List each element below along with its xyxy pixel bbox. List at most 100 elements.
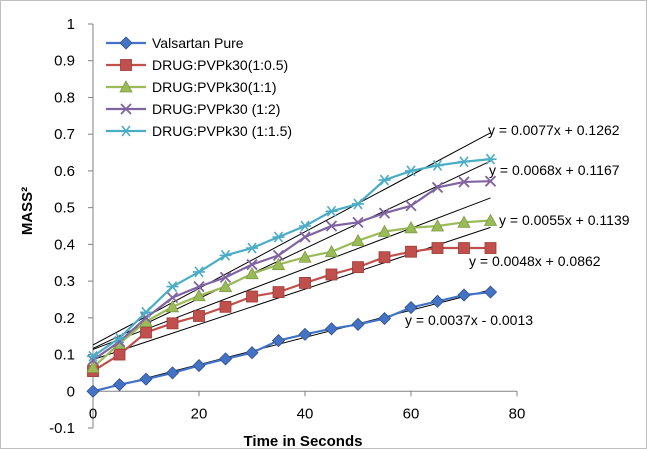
y-tick-label: 0.6 xyxy=(54,163,75,180)
x-tick-label: 0 xyxy=(89,405,97,422)
data-point xyxy=(351,317,365,331)
y-tick-label: 0.2 xyxy=(54,310,75,327)
data-point xyxy=(272,286,285,299)
legend-item: DRUG:PVPk30(1:0.5) xyxy=(106,57,288,73)
y-tick-label: 0.9 xyxy=(54,53,75,70)
data-point xyxy=(404,221,418,234)
data-point xyxy=(140,326,152,339)
data-point xyxy=(192,288,206,302)
data-point xyxy=(324,322,339,336)
data-point xyxy=(457,288,471,302)
legend: Valsartan Pure DRUG:PVPk30(1:0.5) DRUG:PVP… xyxy=(106,35,292,139)
legend-item: DRUG:PVPk30 (1:1.5) xyxy=(106,123,292,139)
data-point xyxy=(483,285,498,299)
data-point xyxy=(352,198,364,210)
data-point xyxy=(219,249,232,261)
data-point xyxy=(325,268,338,281)
data-point xyxy=(457,215,471,228)
data-point xyxy=(246,242,258,254)
trendline-equation: y = 0.0048x + 0.0862 xyxy=(469,253,601,269)
trendline-equation: y = 0.0068x + 0.1167 xyxy=(489,162,620,178)
data-point xyxy=(377,311,392,326)
data-point xyxy=(483,213,498,226)
series-line xyxy=(92,219,491,369)
data-point xyxy=(166,317,179,330)
data-point xyxy=(299,277,311,289)
y-tick-label: 0.1 xyxy=(54,347,75,364)
legend-item: Valsartan Pure xyxy=(106,35,244,51)
data-point xyxy=(219,271,232,284)
trendline-equation: y = 0.0037x - 0.0013 xyxy=(405,312,533,328)
data-point xyxy=(140,306,152,318)
series-group xyxy=(86,213,498,373)
data-point xyxy=(484,242,497,254)
data-point xyxy=(87,350,99,362)
data-point xyxy=(299,220,311,232)
data-point xyxy=(378,207,391,219)
data-point xyxy=(120,103,132,115)
data-point xyxy=(246,258,258,271)
data-point xyxy=(431,242,444,254)
data-point xyxy=(431,159,444,171)
data-point xyxy=(458,242,470,254)
data-point xyxy=(245,266,259,280)
y-tick-label: 0.3 xyxy=(54,273,75,290)
data-point xyxy=(112,378,127,392)
y-tick-label: 0.5 xyxy=(54,200,75,217)
data-point xyxy=(405,245,417,258)
data-point xyxy=(405,200,417,212)
data-point xyxy=(272,249,285,262)
trendline xyxy=(92,289,491,393)
data-point xyxy=(193,310,205,322)
data-point xyxy=(272,231,285,243)
series-group xyxy=(86,285,498,398)
legend-item: DRUG:PVPk30 (1:2) xyxy=(106,101,280,117)
data-point xyxy=(405,165,417,177)
trendline-equation: y = 0.0077x + 0.1262 xyxy=(488,122,620,138)
y-tick-label: 0 xyxy=(67,383,75,400)
data-point xyxy=(430,294,445,308)
data-point xyxy=(351,233,365,247)
data-point xyxy=(271,257,286,270)
data-point xyxy=(193,280,205,293)
data-point xyxy=(324,244,339,258)
data-point xyxy=(298,327,312,341)
data-point xyxy=(218,352,233,366)
data-point xyxy=(352,261,364,274)
series-line xyxy=(92,291,491,393)
data-point xyxy=(352,216,364,228)
y-tick-label: -0.1 xyxy=(49,420,75,437)
data-point xyxy=(430,219,445,232)
y-tick-label: 1 xyxy=(67,16,75,33)
trendline-equations: y = 0.0037x - 0.0013 y = 0.0048x + 0.0862… xyxy=(405,122,630,328)
trendline-equation: y = 0.0055x + 0.1139 xyxy=(499,212,630,228)
data-point xyxy=(165,366,180,380)
x-tick-label: 80 xyxy=(509,405,526,422)
y-tick-label: 0.4 xyxy=(54,236,75,253)
y-axis-title: MASS² xyxy=(19,187,36,235)
data-point xyxy=(120,125,132,137)
data-point xyxy=(299,231,311,243)
data-point xyxy=(325,220,338,232)
data-point xyxy=(166,291,179,304)
x-tick-label: 60 xyxy=(403,405,420,422)
data-point xyxy=(113,332,126,344)
x-axis-title: Time in Seconds xyxy=(244,433,363,448)
data-point xyxy=(113,348,126,361)
data-point xyxy=(458,156,470,168)
data-point xyxy=(193,266,205,278)
legend-label: Valsartan Pure xyxy=(152,35,244,51)
data-point xyxy=(86,384,100,398)
data-point xyxy=(431,181,444,194)
data-point xyxy=(166,281,179,293)
data-point xyxy=(377,224,392,237)
data-point xyxy=(86,360,100,373)
series-line xyxy=(92,158,491,358)
data-point xyxy=(484,175,497,187)
data-point xyxy=(245,346,259,360)
data-point xyxy=(325,205,338,217)
trendline xyxy=(92,197,491,350)
trendline xyxy=(92,160,491,349)
x-tick-label: 40 xyxy=(297,405,314,422)
